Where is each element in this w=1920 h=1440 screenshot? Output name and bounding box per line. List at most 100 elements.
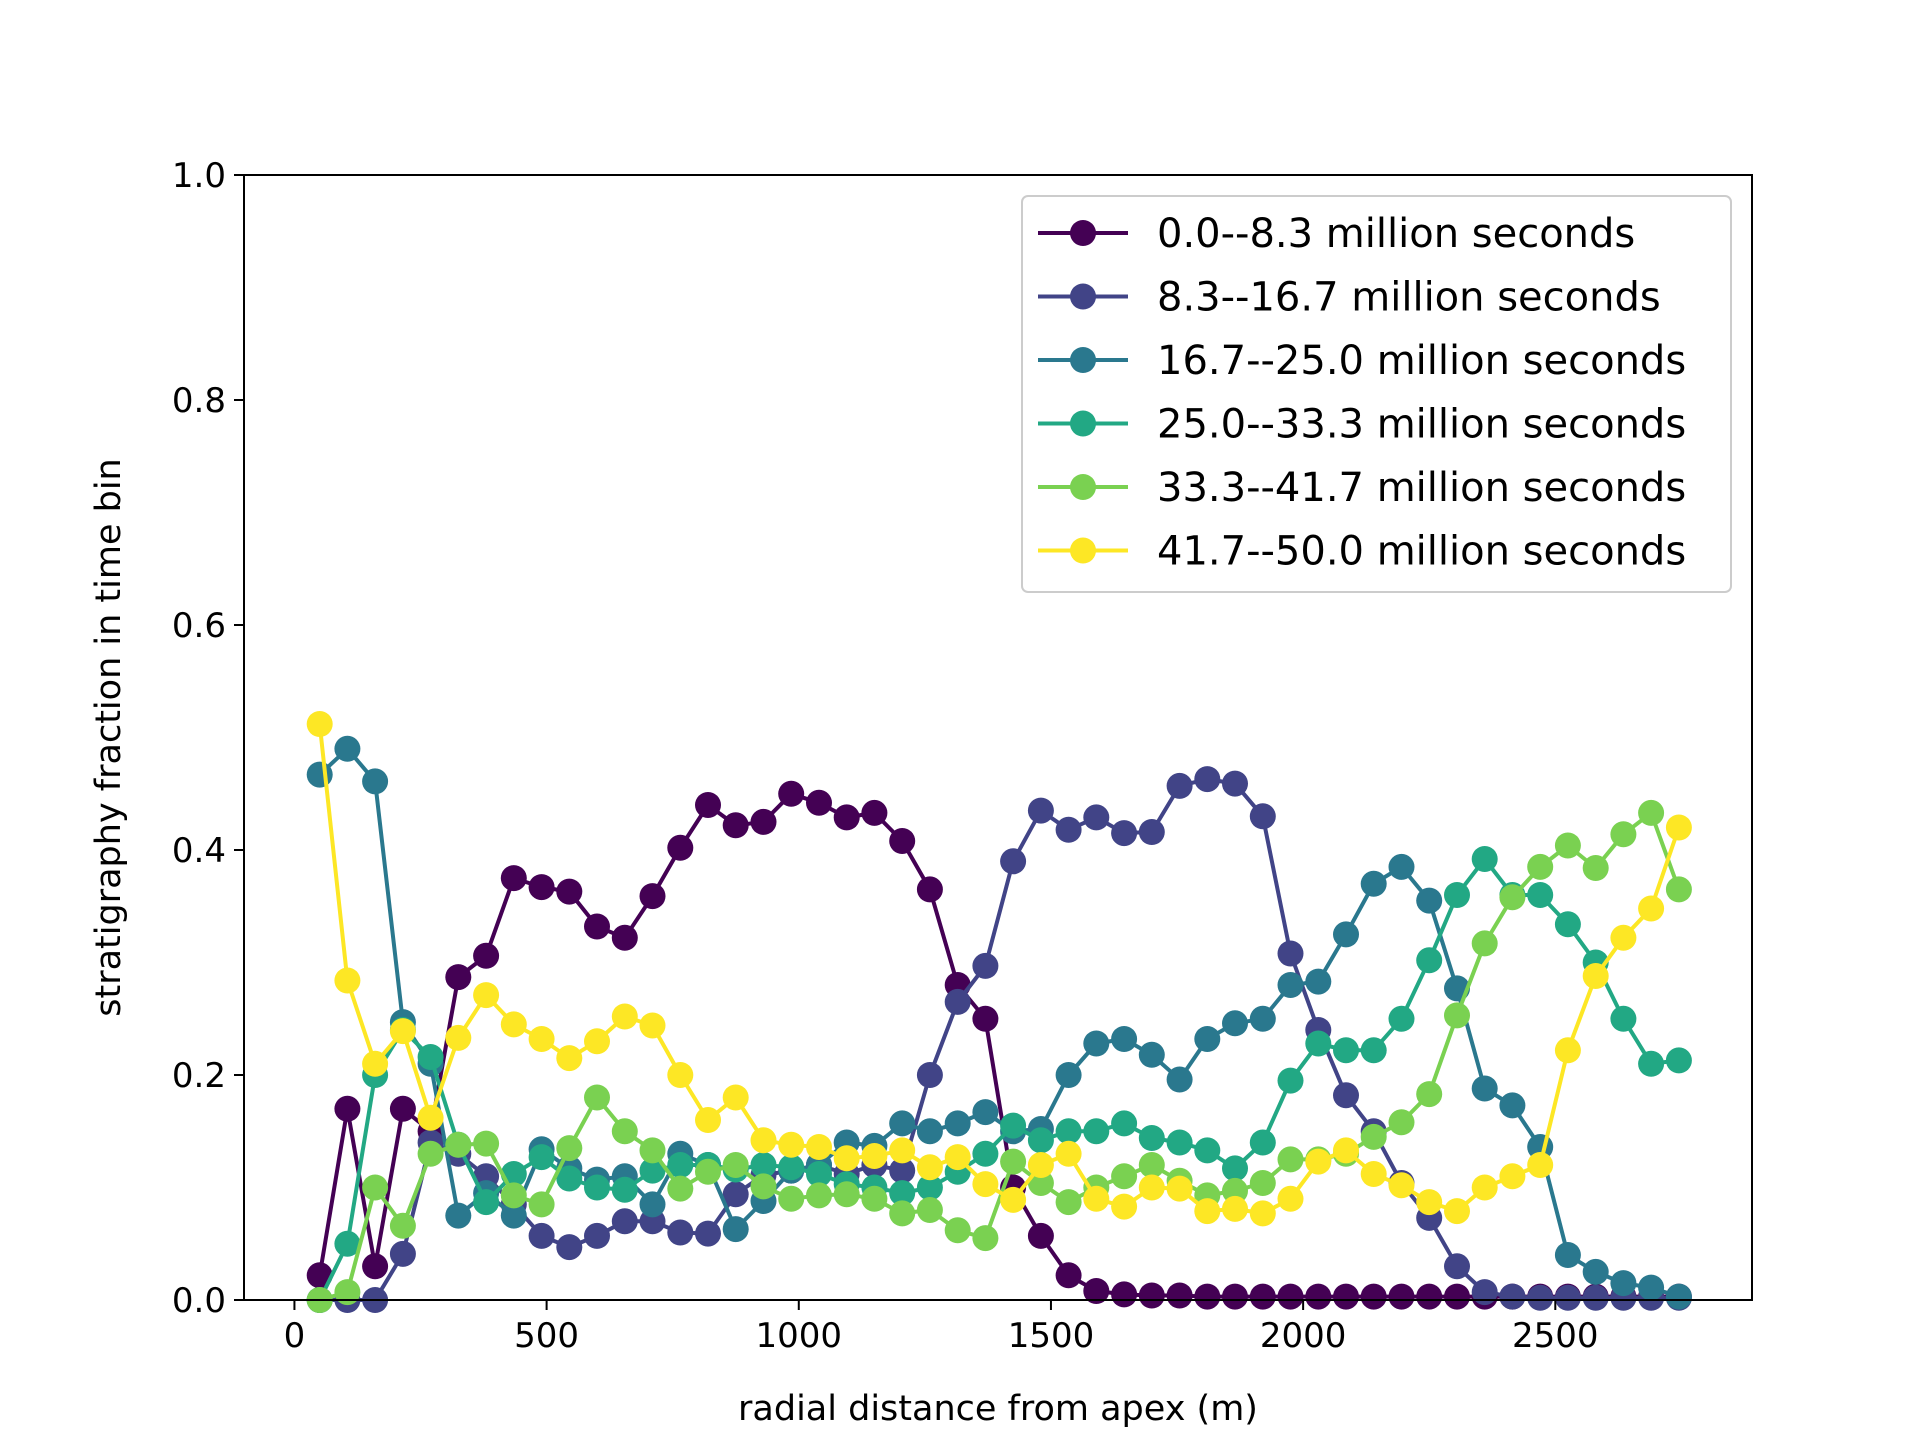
legend-item: 0.0--8.3 million seconds (1038, 211, 1635, 257)
legend-item: 16.7--25.0 million seconds (1038, 338, 1686, 384)
data-point (1444, 1198, 1470, 1225)
y-tick-label: 0.0 (172, 1281, 226, 1321)
x-tick-label: 2500 (1512, 1316, 1599, 1356)
data-point (611, 1118, 638, 1145)
data-point (806, 1161, 832, 1187)
data-point (1138, 1152, 1165, 1178)
data-point (1055, 1140, 1082, 1167)
x-tick-label: 1500 (1008, 1316, 1095, 1356)
data-point (445, 1131, 472, 1158)
data-point (1554, 832, 1581, 859)
data-point (556, 1045, 583, 1072)
data-point (1138, 1125, 1165, 1151)
data-point (528, 1222, 555, 1249)
data-point (750, 1127, 777, 1154)
data-point (1444, 1253, 1470, 1280)
data-point (306, 1262, 333, 1289)
data-point (695, 1158, 721, 1185)
data-point (944, 1110, 971, 1137)
data-point (916, 1062, 943, 1088)
data-point (1610, 1270, 1637, 1297)
data-point (833, 1145, 860, 1172)
data-point (362, 1174, 389, 1201)
data-point (667, 1219, 694, 1246)
data-point (1111, 1026, 1138, 1052)
data-point (1277, 1185, 1304, 1212)
series-4 (306, 846, 1692, 1313)
data-point (1305, 1148, 1332, 1175)
data-point (1582, 963, 1609, 989)
data-point (1333, 1283, 1359, 1310)
data-point (1416, 1189, 1443, 1216)
data-point (1582, 1284, 1609, 1311)
data-point (1138, 1041, 1165, 1068)
data-point (1416, 1283, 1443, 1310)
data-point (528, 1144, 555, 1171)
data-point (1554, 1284, 1581, 1311)
data-point (944, 1144, 971, 1171)
data-point (334, 967, 361, 994)
data-point (1333, 1137, 1359, 1164)
data-point (972, 1099, 999, 1126)
data-point (1444, 1283, 1470, 1310)
data-point (611, 1003, 638, 1030)
legend-label: 8.3--16.7 million seconds (1157, 275, 1661, 321)
data-point (389, 1018, 416, 1045)
data-point (1166, 772, 1193, 799)
data-point (722, 1216, 749, 1243)
data-point (889, 828, 916, 854)
data-point (1055, 1189, 1082, 1216)
legend-label: 33.3--41.7 million seconds (1157, 465, 1686, 511)
data-point (306, 761, 333, 788)
data-point (334, 735, 361, 762)
data-point (1000, 1148, 1027, 1175)
data-point (1582, 855, 1609, 881)
data-point (1249, 1170, 1276, 1196)
series-5 (306, 799, 1692, 1313)
data-point (1194, 766, 1221, 793)
data-point (1333, 1037, 1359, 1064)
data-point (667, 1152, 694, 1178)
data-point (889, 1157, 916, 1184)
data-point (1000, 1112, 1027, 1139)
x-axis-label: radial distance from apex (m) (738, 1389, 1258, 1429)
legend: 0.0--8.3 million seconds 8.3--16.7 millio… (1021, 195, 1732, 593)
data-point (1249, 803, 1276, 830)
data-point (1638, 1274, 1665, 1301)
data-point (944, 988, 971, 1015)
data-point (1000, 848, 1027, 875)
data-point (889, 1110, 916, 1137)
data-point (1665, 876, 1692, 903)
data-point (944, 1217, 971, 1244)
x-axis: 0 500 1000 1500 2000 2500 (284, 1300, 1599, 1356)
data-point (1360, 1161, 1387, 1187)
data-point (417, 1104, 444, 1131)
data-point (611, 1208, 638, 1235)
data-point (1249, 1129, 1276, 1156)
data-point (861, 1185, 888, 1212)
data-point (750, 1152, 777, 1178)
data-point (639, 883, 666, 910)
data-point (417, 1140, 444, 1167)
data-point (1166, 1129, 1193, 1156)
legend-box (1021, 195, 1732, 593)
data-point (1610, 924, 1637, 951)
data-point (1055, 816, 1082, 843)
data-point (1027, 1127, 1054, 1154)
legend-marker (1070, 474, 1096, 500)
data-point (500, 1011, 527, 1038)
data-point (972, 1171, 999, 1198)
data-point (1222, 1177, 1248, 1204)
data-point (1166, 1282, 1193, 1309)
data-point (1582, 1258, 1609, 1285)
data-point (1138, 1282, 1165, 1309)
data-point (389, 1212, 416, 1239)
x-tick-label: 500 (514, 1316, 579, 1356)
data-point (1471, 846, 1498, 872)
data-point (778, 1131, 805, 1158)
data-point (1638, 799, 1665, 826)
data-point (1610, 1005, 1637, 1032)
data-point (1527, 853, 1554, 880)
data-point (1665, 814, 1692, 841)
